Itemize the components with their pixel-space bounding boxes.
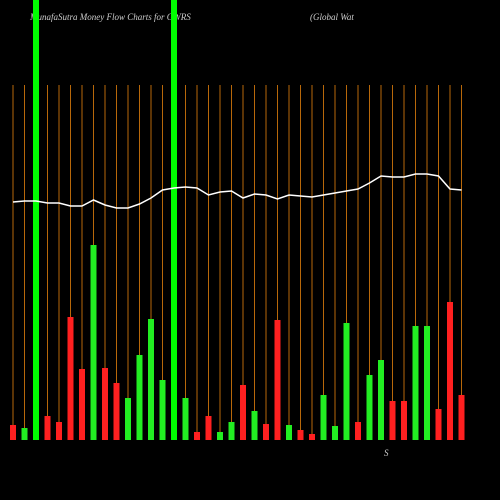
bar — [424, 326, 430, 440]
bar — [343, 323, 350, 440]
bar — [458, 395, 465, 440]
bar — [378, 360, 384, 440]
bar — [251, 411, 258, 440]
bar — [56, 422, 62, 440]
bar — [136, 355, 143, 440]
bar — [435, 409, 442, 440]
bar — [205, 416, 212, 440]
bar — [159, 380, 166, 440]
chart-subtitle: (Global Wat — [310, 12, 354, 22]
bar — [274, 320, 281, 440]
bar — [228, 422, 235, 440]
bar — [389, 401, 396, 440]
bar — [332, 426, 338, 440]
bar — [401, 401, 407, 440]
bar — [412, 326, 419, 440]
bar — [286, 425, 292, 440]
bar — [148, 319, 154, 440]
bar — [10, 425, 16, 440]
bar — [102, 368, 108, 440]
bar — [263, 424, 269, 440]
bar — [125, 398, 131, 440]
chart-title: MunafaSutra Money Flow Charts for GWRS — [29, 12, 191, 22]
bar — [113, 383, 120, 440]
bar — [320, 395, 327, 440]
bar — [355, 422, 361, 440]
bar — [297, 430, 304, 440]
bar — [309, 434, 315, 440]
bar — [366, 375, 373, 440]
bar — [44, 416, 51, 440]
bar — [182, 398, 189, 440]
bar — [171, 0, 177, 440]
bar — [217, 432, 223, 440]
bar — [240, 385, 246, 440]
bar — [447, 302, 453, 440]
note: S — [384, 448, 389, 458]
bar — [67, 317, 74, 440]
bar — [21, 428, 28, 440]
price-line — [12, 173, 462, 209]
bar — [33, 0, 39, 440]
bar — [79, 369, 85, 440]
bar — [194, 432, 200, 440]
bar — [90, 245, 97, 440]
